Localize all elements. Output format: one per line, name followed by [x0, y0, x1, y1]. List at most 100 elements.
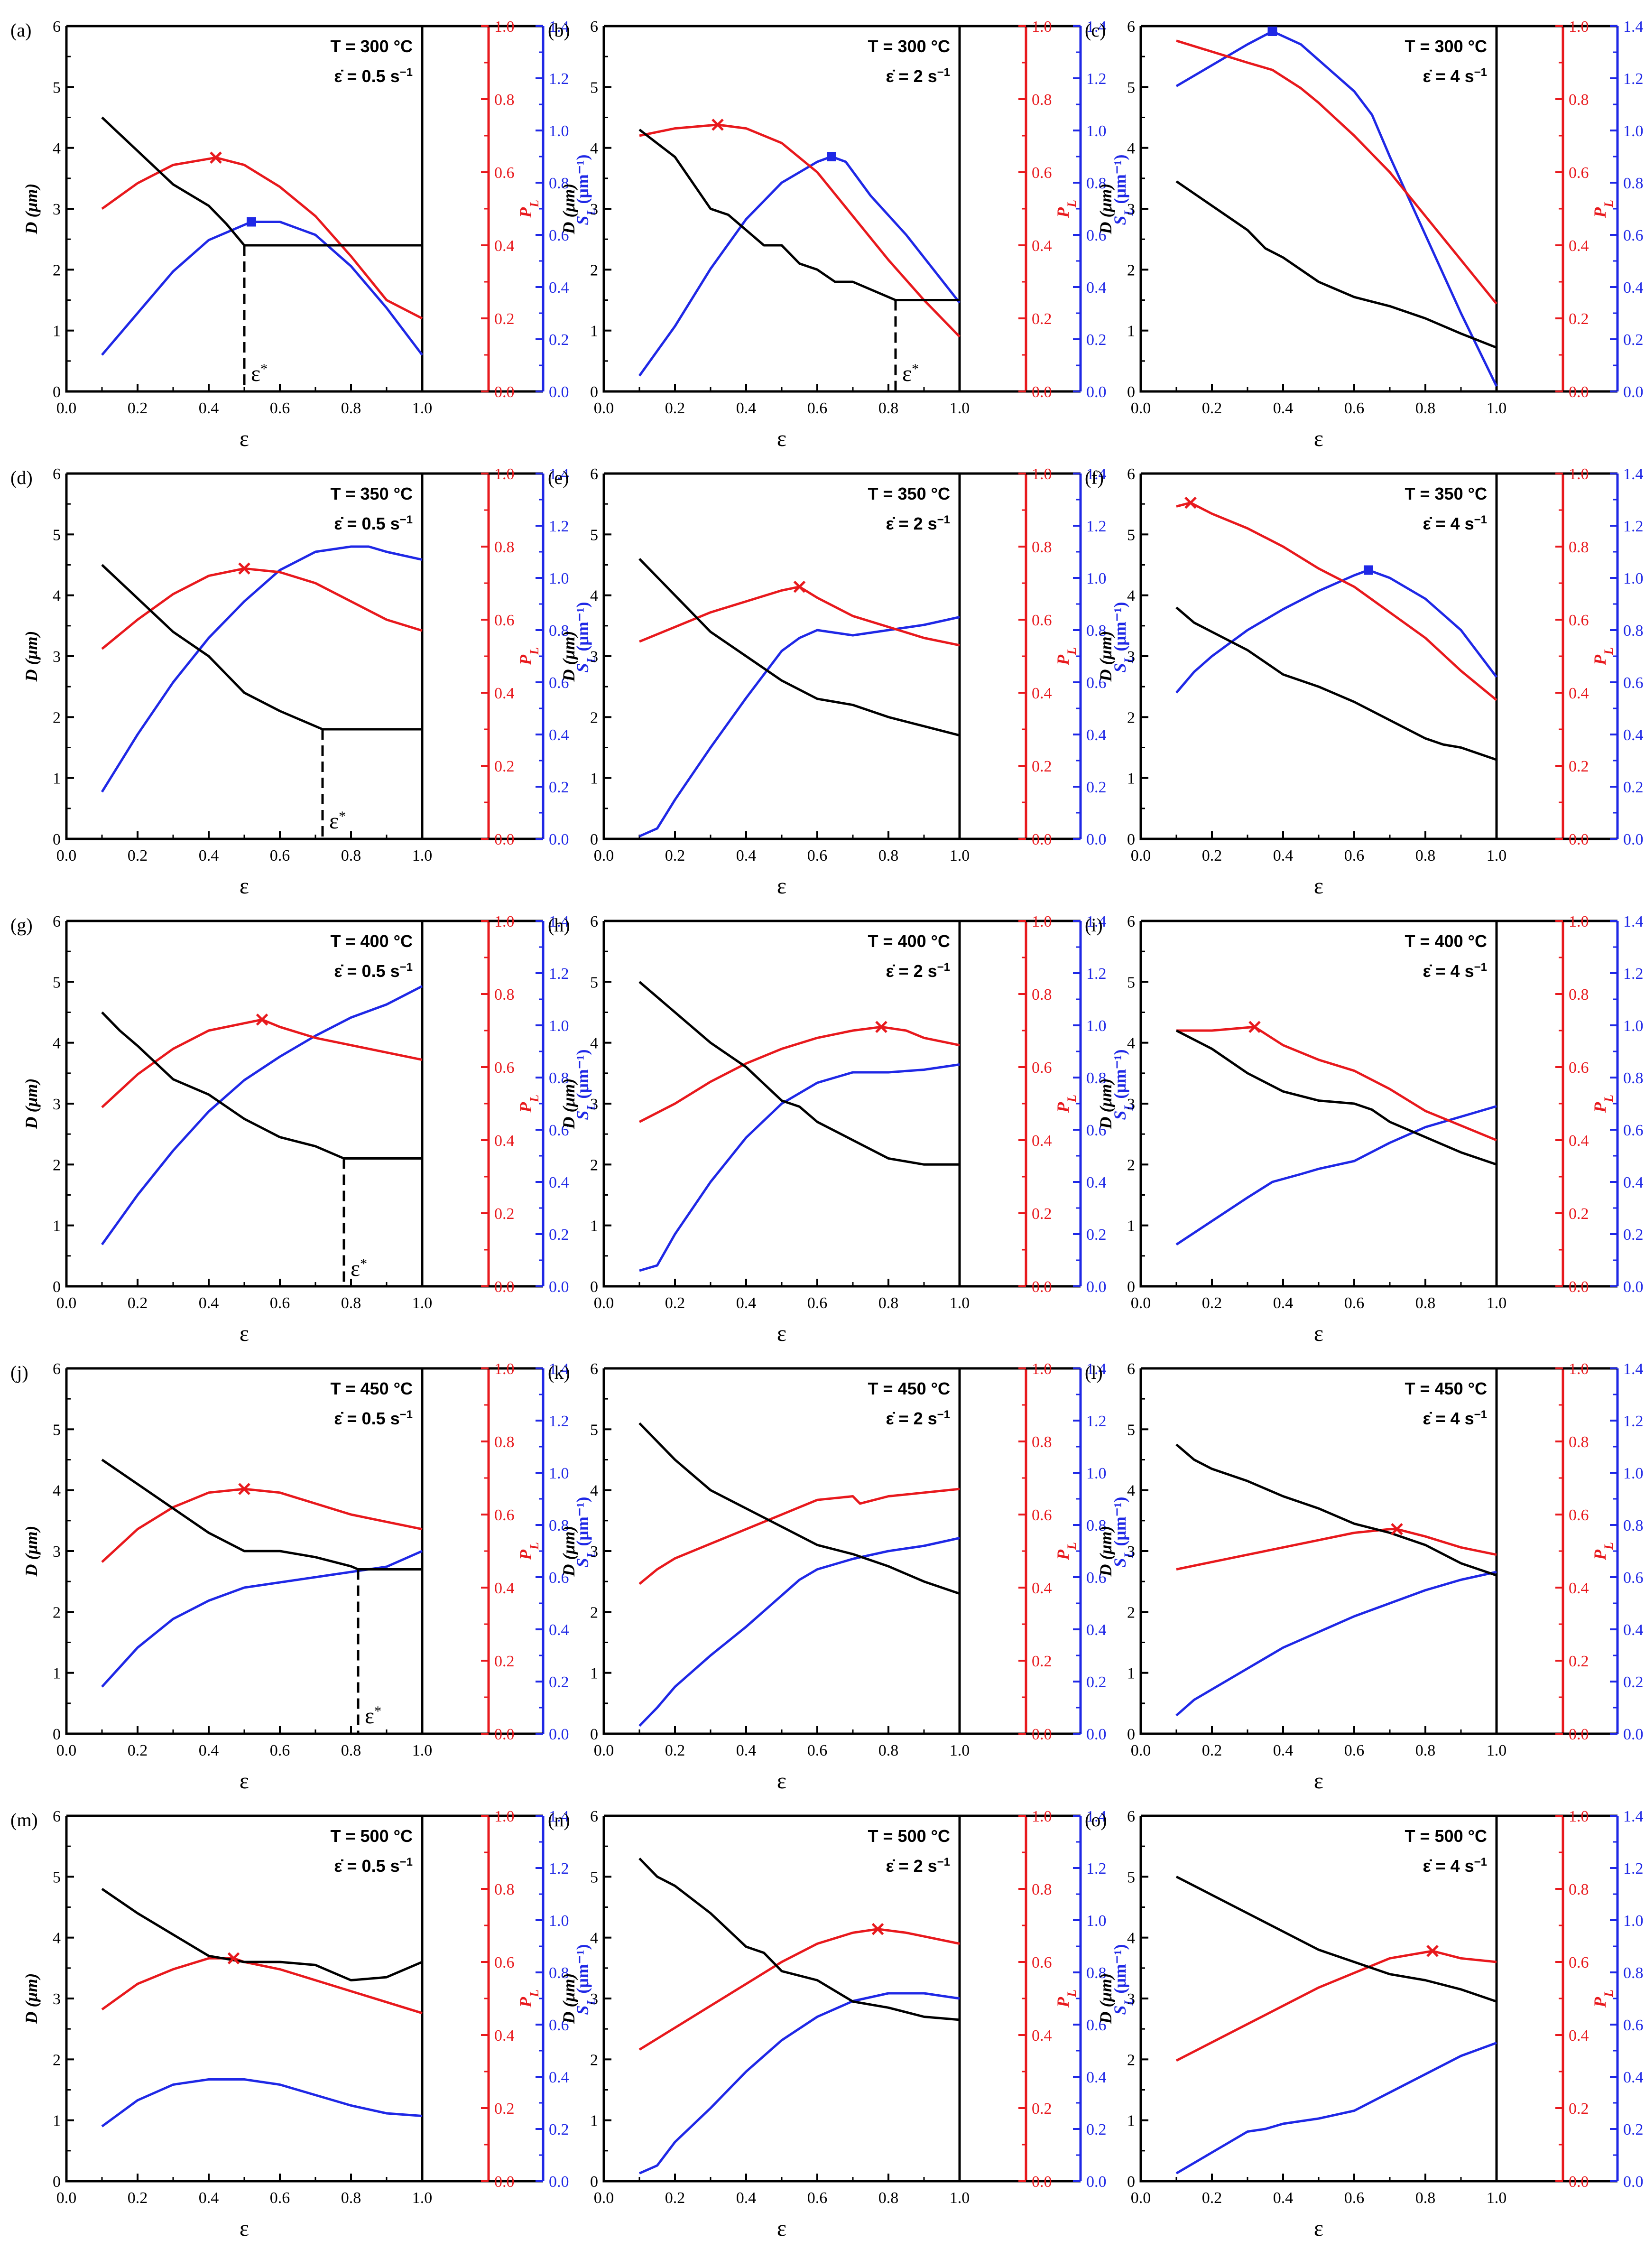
- pl-axis-title: PL: [1054, 1989, 1079, 2008]
- d-tick-label: 0: [1127, 1278, 1135, 1296]
- d-axis-title: D (μm): [1096, 1973, 1115, 2025]
- d-tick-label: 4: [590, 1035, 598, 1052]
- d-tick-label: 6: [1127, 1360, 1135, 1378]
- pl-tick-label: 0.4: [1569, 685, 1589, 702]
- x-tick-label: 0.0: [594, 2189, 614, 2207]
- pl-tick-label: 0.0: [494, 831, 515, 848]
- sl-tick-label: 1.4: [549, 1360, 569, 1378]
- pl-axis-title-sub: L: [1602, 647, 1616, 655]
- pl-tick-label: 0.0: [1569, 383, 1589, 401]
- sl-tick-label: 0.4: [1623, 2069, 1644, 2086]
- d-tick-label: 1: [1127, 323, 1135, 340]
- d-tick-label: 1: [590, 1665, 598, 1682]
- panel-b: 0.0 0.2 0.4 0.6 0.8 1.0 ε 0 1 2 3 4 5 6 D (μm) 0.0 0.2 0.…: [548, 18, 1136, 451]
- x-tick-label: 0.2: [665, 1294, 685, 1312]
- sl-tick-label: 0.8: [1623, 1069, 1644, 1087]
- d-tick-label: 6: [590, 1808, 598, 1825]
- sl-tick-label: 1.4: [1623, 465, 1644, 483]
- sl-axis-title-main: S: [1110, 663, 1129, 673]
- strain-rate-label: ε̇ = 4 s−1: [1423, 1408, 1487, 1429]
- x-tick-label: 0.2: [665, 400, 685, 417]
- sl-tick-label: 0.8: [549, 622, 569, 640]
- pl-tick-label: 0.8: [1032, 986, 1052, 1004]
- d-tick-label: 5: [1127, 1421, 1135, 1439]
- x-tick-label: 0.4: [736, 1294, 757, 1312]
- pl-series-line: [638, 1025, 960, 1123]
- sl-tick-label: 0.4: [1086, 1621, 1107, 1639]
- panel-d: 0.0 0.2 0.4 0.6 0.8 1.0 ε 0 1 2 3 4 5 6 D (μm) 0.0 0.2 0.…: [10, 465, 598, 899]
- sl-tick-label: 1.2: [1086, 1860, 1107, 1878]
- d-series-line: [638, 1422, 960, 1595]
- d-tick-label: 0: [53, 1278, 61, 1296]
- d-axis-title: D (μm): [22, 184, 41, 235]
- pl-tick-label: 0.8: [494, 91, 515, 109]
- x-axis-title: ε: [240, 1768, 249, 1794]
- x-tick-label: 0.0: [594, 400, 614, 417]
- d-tick-label: 3: [53, 1990, 61, 2008]
- temperature-label: T = 500 °C: [331, 1826, 413, 1846]
- d-tick-label: 6: [590, 18, 598, 36]
- pl-series-line: [1176, 502, 1497, 701]
- sl-axis-title-unit: (μm⁻¹): [573, 1049, 592, 1103]
- pl-tick-label: 0.8: [494, 1433, 515, 1451]
- x-tick-label: 0.2: [665, 1742, 685, 1759]
- strain-rate-value: = 2 s: [894, 1856, 937, 1876]
- d-tick-label: 6: [53, 913, 61, 930]
- sl-tick-label: 1.4: [549, 913, 569, 930]
- x-axis-title: ε: [777, 2216, 786, 2241]
- sl-tick-label: 0.8: [549, 1069, 569, 1087]
- strain-rate-label: ε̇ = 4 s−1: [1423, 1856, 1487, 1876]
- critical-strain-symbol: ε: [329, 809, 339, 834]
- sl-max-marker: [827, 152, 836, 161]
- sl-axis-title-sub: L: [584, 1551, 598, 1559]
- sl-tick-label: 1.2: [1086, 1413, 1107, 1430]
- sl-tick-label: 1.4: [1086, 1360, 1107, 1378]
- pl-axis-title-main: P: [1054, 1549, 1072, 1561]
- pl-tick-label: 0.6: [1032, 164, 1052, 182]
- d-tick-label: 3: [53, 201, 61, 218]
- d-tick-label: 2: [590, 261, 598, 279]
- x-tick-label: 0.8: [1415, 400, 1436, 417]
- x-tick-label: 0.6: [1344, 400, 1365, 417]
- strain-rate-symbol: ε̇: [886, 66, 895, 86]
- d-tick-label: 0: [1127, 2173, 1135, 2191]
- d-tick-label: 6: [1127, 913, 1135, 930]
- strain-rate-value: = 4 s: [1431, 1409, 1474, 1428]
- sl-axis-title-main: S: [573, 1558, 592, 1568]
- x-tick-label: 0.8: [878, 400, 899, 417]
- d-tick-label: 6: [1127, 18, 1135, 36]
- x-tick-label: 0.6: [270, 1294, 290, 1312]
- pl-axis-title-main: P: [516, 1997, 535, 2008]
- x-tick-label: 0.2: [1202, 1742, 1222, 1759]
- strain-rate-exponent: −1: [1474, 961, 1487, 974]
- sl-axis-title: SL (μm⁻¹): [573, 1944, 598, 2015]
- x-tick-label: 0.6: [270, 847, 290, 864]
- sl-tick-label: 1.0: [549, 1017, 569, 1035]
- d-tick-label: 0: [1127, 1726, 1135, 1743]
- pl-axis-title-main: P: [1054, 654, 1072, 666]
- d-tick-label: 4: [53, 587, 61, 605]
- d-tick-label: 4: [53, 1482, 61, 1500]
- d-tick-label: 6: [1127, 465, 1135, 483]
- x-tick-label: 0.6: [270, 1742, 290, 1759]
- x-tick-label: 0.4: [736, 1742, 757, 1759]
- pl-max-marker: [227, 1952, 240, 1965]
- d-axis-title: D (μm): [1096, 631, 1115, 682]
- x-tick-label: 0.0: [1131, 1294, 1151, 1312]
- critical-strain-label: ε*: [351, 1256, 367, 1282]
- pl-axis-title-sub: L: [1602, 200, 1616, 208]
- sl-tick-label: 0.2: [549, 2121, 569, 2138]
- pl-tick-label: 0.2: [1032, 1653, 1052, 1670]
- strain-rate-symbol: ε̇: [886, 1409, 895, 1428]
- d-series-line: [1175, 180, 1497, 349]
- pl-tick-label: 0.2: [494, 310, 515, 328]
- sl-series-line: [638, 155, 961, 377]
- pl-max-marker: [238, 562, 250, 575]
- panel-n: 0.0 0.2 0.4 0.6 0.8 1.0 ε 0 1 2 3 4 5 6 D (μm) 0.0 0.2 0.…: [548, 1808, 1136, 2241]
- x-tick-label: 0.4: [199, 1742, 219, 1759]
- sl-tick-label: 0.4: [1086, 2069, 1107, 2086]
- strain-rate-exponent: −1: [937, 961, 950, 974]
- pl-max-marker: [793, 580, 806, 593]
- pl-axis-title: PL: [1054, 1095, 1079, 1113]
